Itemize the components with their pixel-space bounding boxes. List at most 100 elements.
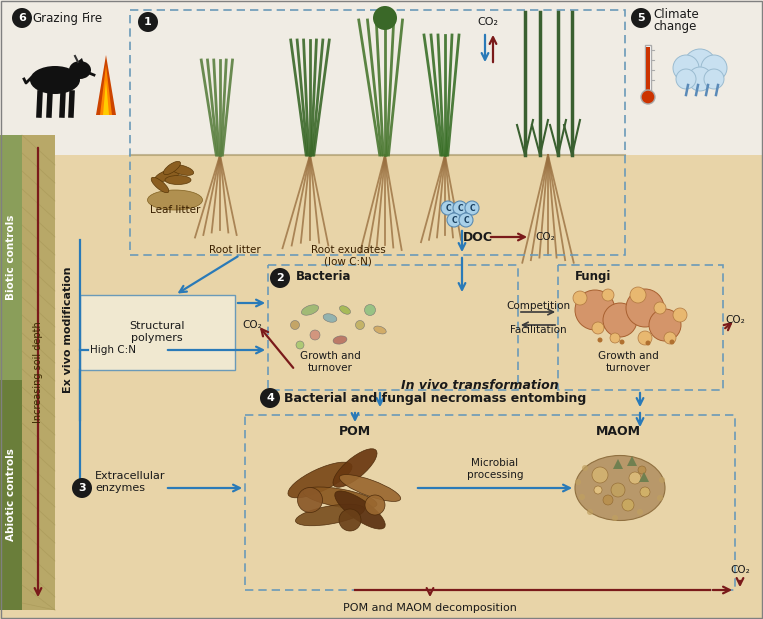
Circle shape xyxy=(641,90,655,104)
Ellipse shape xyxy=(301,305,319,315)
Text: Extracellular
enzymes: Extracellular enzymes xyxy=(95,471,166,493)
Circle shape xyxy=(597,337,603,342)
Text: Climate: Climate xyxy=(653,7,699,20)
Ellipse shape xyxy=(163,162,181,175)
Circle shape xyxy=(575,479,581,485)
Ellipse shape xyxy=(298,488,323,513)
Circle shape xyxy=(447,213,461,227)
Text: Abiotic controls: Abiotic controls xyxy=(6,449,16,542)
Ellipse shape xyxy=(288,462,352,498)
Text: C: C xyxy=(463,215,468,225)
Bar xyxy=(646,47,650,92)
Text: C: C xyxy=(469,204,475,212)
Ellipse shape xyxy=(295,504,365,526)
Text: MAOM: MAOM xyxy=(595,425,640,438)
Polygon shape xyxy=(613,459,623,469)
Text: Grazing: Grazing xyxy=(32,12,78,25)
Ellipse shape xyxy=(333,336,347,344)
Circle shape xyxy=(373,6,397,30)
Ellipse shape xyxy=(291,321,300,329)
Circle shape xyxy=(611,483,625,497)
Circle shape xyxy=(626,289,664,327)
Circle shape xyxy=(138,12,158,32)
Ellipse shape xyxy=(365,495,385,515)
Bar xyxy=(0,0,763,155)
Circle shape xyxy=(579,494,585,500)
Circle shape xyxy=(673,308,687,322)
FancyBboxPatch shape xyxy=(80,295,235,370)
Text: Structural
polymers: Structural polymers xyxy=(129,321,185,343)
Ellipse shape xyxy=(69,61,91,79)
Circle shape xyxy=(587,509,593,515)
Text: CO₂: CO₂ xyxy=(535,232,555,242)
Ellipse shape xyxy=(324,314,336,322)
Circle shape xyxy=(12,8,32,28)
Ellipse shape xyxy=(340,306,350,314)
Polygon shape xyxy=(96,55,116,115)
Circle shape xyxy=(603,303,637,337)
Text: CO₂: CO₂ xyxy=(478,17,498,27)
Circle shape xyxy=(631,8,651,28)
Text: 4: 4 xyxy=(266,393,274,403)
Text: Facilitation: Facilitation xyxy=(510,325,566,335)
Polygon shape xyxy=(77,58,84,64)
Ellipse shape xyxy=(365,305,375,316)
Circle shape xyxy=(673,55,699,81)
Text: Root exudates
(low C:N): Root exudates (low C:N) xyxy=(311,245,385,267)
Text: 1: 1 xyxy=(144,17,152,27)
Circle shape xyxy=(704,69,724,89)
Circle shape xyxy=(688,67,712,91)
Text: Ex vivo modification: Ex vivo modification xyxy=(63,267,73,393)
Text: High C:N: High C:N xyxy=(90,345,136,355)
Ellipse shape xyxy=(333,449,377,487)
Circle shape xyxy=(453,201,467,215)
Circle shape xyxy=(638,466,646,474)
Circle shape xyxy=(664,332,676,344)
Circle shape xyxy=(441,201,455,215)
Text: Bacterial and fungal necromass entombing: Bacterial and fungal necromass entombing xyxy=(284,391,586,404)
Bar xyxy=(0,135,22,610)
Text: POM and MAOM decomposition: POM and MAOM decomposition xyxy=(343,603,517,613)
Ellipse shape xyxy=(155,168,182,182)
Ellipse shape xyxy=(147,190,202,210)
Polygon shape xyxy=(22,135,55,610)
Text: C: C xyxy=(445,204,451,212)
Ellipse shape xyxy=(303,487,377,509)
Circle shape xyxy=(575,290,615,330)
Bar xyxy=(0,135,22,380)
Circle shape xyxy=(72,478,92,498)
Polygon shape xyxy=(103,80,109,115)
Bar xyxy=(0,155,763,619)
Ellipse shape xyxy=(30,66,80,94)
Ellipse shape xyxy=(296,341,304,349)
Circle shape xyxy=(610,333,620,343)
Text: Leaf litter: Leaf litter xyxy=(150,205,200,215)
Circle shape xyxy=(592,467,608,483)
Text: Growth and
turnover: Growth and turnover xyxy=(597,352,658,373)
Text: Fire: Fire xyxy=(82,12,103,25)
Text: CO₂: CO₂ xyxy=(725,315,745,325)
Text: 6: 6 xyxy=(18,13,26,23)
Bar xyxy=(645,45,651,100)
Circle shape xyxy=(594,486,602,494)
Circle shape xyxy=(684,49,716,81)
Text: C: C xyxy=(451,215,457,225)
Text: Fungi: Fungi xyxy=(575,269,611,282)
Text: Competition: Competition xyxy=(506,301,570,311)
Text: In vivo transformation: In vivo transformation xyxy=(401,378,559,391)
Circle shape xyxy=(612,515,618,521)
Circle shape xyxy=(620,339,624,345)
Text: 2: 2 xyxy=(276,273,284,283)
Polygon shape xyxy=(100,65,112,115)
Circle shape xyxy=(592,322,604,334)
Text: Growth and
turnover: Growth and turnover xyxy=(300,352,360,373)
Circle shape xyxy=(270,268,290,288)
Ellipse shape xyxy=(340,475,401,501)
Ellipse shape xyxy=(335,491,385,529)
Ellipse shape xyxy=(575,456,665,521)
Text: CO₂: CO₂ xyxy=(242,320,262,330)
Circle shape xyxy=(603,495,613,505)
Text: change: change xyxy=(653,20,697,33)
Text: POM: POM xyxy=(339,425,371,438)
Text: Root litter: Root litter xyxy=(209,245,261,255)
